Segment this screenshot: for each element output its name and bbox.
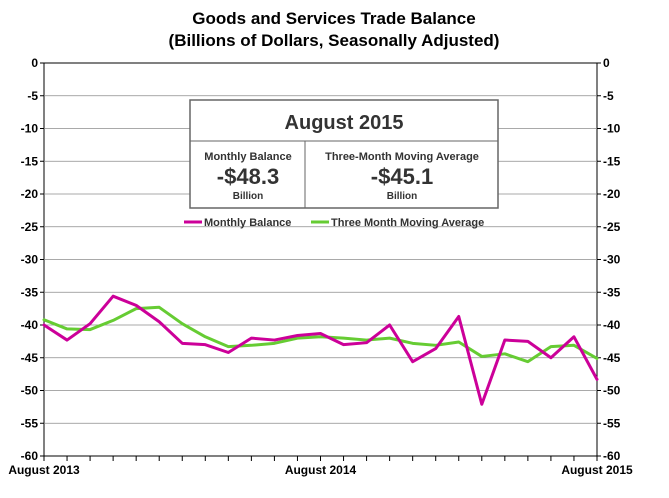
y-tick-label-right: 0 [603, 56, 610, 70]
legend: Monthly Balance Three Month Moving Avera… [184, 217, 484, 229]
info-box-right-label: Three-Month Moving Average [325, 151, 479, 163]
y-tick-label-left: -55 [21, 416, 39, 430]
y-tick-label-right: -5 [603, 89, 614, 103]
series-line-three-month-moving-average [42, 305, 599, 364]
series-line-monthly-balance [42, 294, 599, 406]
y-axis-right: 0 -5 -10 -15 -20 -25 -30 -35 -40 -45 -50 -55 -60 [597, 56, 621, 463]
info-box-left-label: Monthly Balance [204, 151, 291, 163]
y-tick-label-right: -45 [603, 351, 621, 365]
y-tick-label-right: -60 [603, 449, 621, 463]
y-tick-label-left: 0 [31, 56, 38, 70]
grid-lines [44, 95, 597, 424]
info-box-frame [189, 99, 499, 209]
info-box-title: August 2015 [285, 112, 404, 134]
chart-title: Goods and Services Trade Balance [192, 9, 475, 28]
y-tick-label-right: -35 [603, 285, 621, 299]
y-tick-label-left: -30 [21, 253, 39, 267]
y-tick-label-left: -40 [21, 318, 39, 332]
y-axis-left: 0 -5 -10 -15 -20 -25 -30 -35 -40 -45 -50 -55 -60 [21, 56, 44, 463]
y-tick-label-left: -5 [27, 89, 38, 103]
y-tick-label-left: -20 [21, 187, 39, 201]
info-box-left-value: -$48.3 [217, 164, 279, 189]
x-tick-label: August 2015 [561, 463, 633, 477]
info-box-left-unit: Billion [233, 191, 264, 202]
y-tick-label-right: -20 [603, 187, 621, 201]
x-axis: August 2013 August 2014 August 2015 [8, 456, 633, 477]
y-tick-label-left: -15 [21, 154, 39, 168]
info-box-right-unit: Billion [387, 191, 418, 202]
y-tick-label-right: -40 [603, 318, 621, 332]
info-box-right-value: -$45.1 [371, 164, 433, 189]
y-tick-label-left: -45 [21, 351, 39, 365]
x-tick-label: August 2013 [8, 463, 80, 477]
y-tick-label-left: -35 [21, 285, 39, 299]
y-tick-label-right: -10 [603, 122, 621, 136]
y-tick-label-right: -30 [603, 253, 621, 267]
y-tick-label-right: -55 [603, 416, 621, 430]
y-tick-label-right: -15 [603, 154, 621, 168]
x-tick-label: August 2014 [285, 463, 357, 477]
y-tick-label-left: -50 [21, 384, 39, 398]
info-box: August 2015 Monthly Balance -$48.3 Billi… [189, 99, 499, 209]
chart-subtitle: (Billions of Dollars, Seasonally Adjuste… [169, 31, 500, 50]
y-tick-label-left: -25 [21, 220, 39, 234]
legend-label-monthly-balance: Monthly Balance [204, 217, 291, 229]
y-tick-label-left: -60 [21, 449, 39, 463]
y-tick-label-right: -25 [603, 220, 621, 234]
y-tick-label-right: -50 [603, 384, 621, 398]
series-lines [42, 294, 599, 406]
legend-label-three-month-average: Three Month Moving Average [331, 217, 484, 229]
y-tick-label-left: -10 [21, 122, 39, 136]
